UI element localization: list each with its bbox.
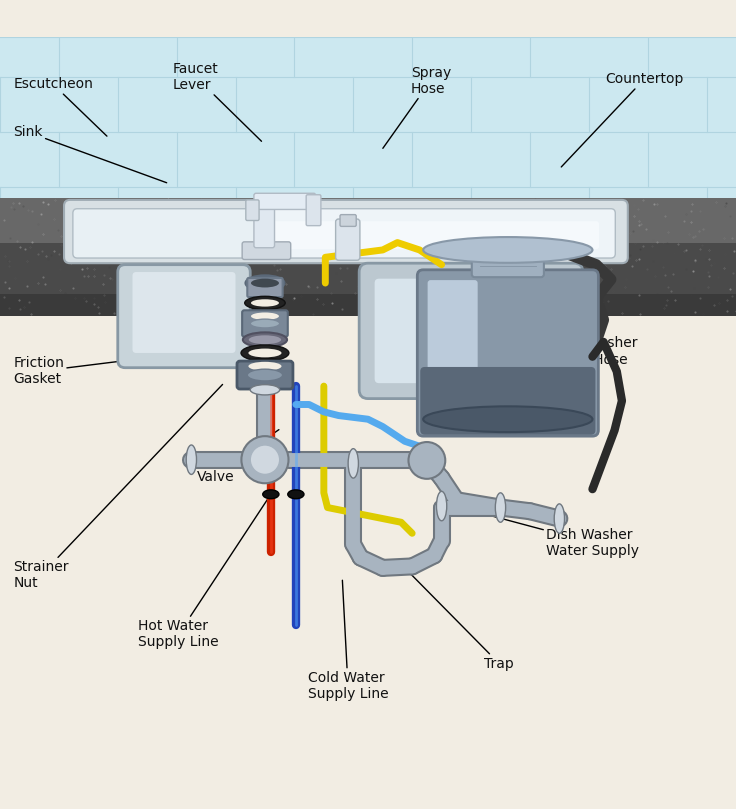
Ellipse shape xyxy=(244,310,285,323)
Ellipse shape xyxy=(423,237,592,263)
Ellipse shape xyxy=(241,345,289,361)
Ellipse shape xyxy=(186,445,197,474)
Circle shape xyxy=(241,436,289,483)
Ellipse shape xyxy=(248,362,281,371)
Ellipse shape xyxy=(422,445,432,474)
FancyBboxPatch shape xyxy=(242,242,291,260)
Text: Trap: Trap xyxy=(400,562,514,671)
FancyBboxPatch shape xyxy=(247,278,283,297)
Text: Faucet
Lever: Faucet Lever xyxy=(173,61,261,142)
Polygon shape xyxy=(0,243,736,294)
Ellipse shape xyxy=(554,504,565,533)
Text: Rubber
Gasket: Rubber Gasket xyxy=(13,281,241,315)
FancyBboxPatch shape xyxy=(417,270,598,436)
Ellipse shape xyxy=(249,335,281,344)
FancyBboxPatch shape xyxy=(375,278,567,383)
FancyBboxPatch shape xyxy=(64,200,628,263)
Ellipse shape xyxy=(251,312,279,320)
FancyBboxPatch shape xyxy=(118,265,250,368)
FancyBboxPatch shape xyxy=(340,214,356,227)
FancyBboxPatch shape xyxy=(246,200,259,221)
FancyBboxPatch shape xyxy=(132,272,236,353)
FancyBboxPatch shape xyxy=(359,263,583,399)
Polygon shape xyxy=(0,294,736,316)
FancyBboxPatch shape xyxy=(420,367,595,434)
Text: Escutcheon: Escutcheon xyxy=(13,78,107,136)
FancyBboxPatch shape xyxy=(242,311,288,337)
FancyBboxPatch shape xyxy=(306,195,321,226)
FancyBboxPatch shape xyxy=(336,219,360,260)
Text: Dish Washer
Water Supply: Dish Washer Water Supply xyxy=(458,506,639,558)
FancyBboxPatch shape xyxy=(269,221,599,249)
Text: Cold Water
Supply Line: Cold Water Supply Line xyxy=(308,580,389,701)
Text: Strainer
Flange: Strainer Flange xyxy=(13,205,262,287)
Ellipse shape xyxy=(348,449,358,478)
Ellipse shape xyxy=(436,491,447,521)
Text: Strainer
Nut: Strainer Nut xyxy=(13,384,222,591)
FancyBboxPatch shape xyxy=(237,361,293,389)
FancyBboxPatch shape xyxy=(261,209,615,258)
Text: Dish Washer
Drain Hose: Dish Washer Drain Hose xyxy=(551,337,637,371)
Ellipse shape xyxy=(288,490,304,498)
Text: Hot Water
Supply Line: Hot Water Supply Line xyxy=(138,497,269,650)
Ellipse shape xyxy=(250,319,280,328)
Ellipse shape xyxy=(250,455,280,466)
Ellipse shape xyxy=(423,406,592,432)
FancyBboxPatch shape xyxy=(254,193,316,210)
FancyBboxPatch shape xyxy=(428,280,478,426)
Text: Sink: Sink xyxy=(13,125,166,183)
Text: Countertop: Countertop xyxy=(562,72,683,167)
Text: Garbage
Disposer: Garbage Disposer xyxy=(553,222,658,277)
Ellipse shape xyxy=(251,278,279,287)
Ellipse shape xyxy=(251,299,279,307)
Text: Spray
Hose: Spray Hose xyxy=(383,66,451,148)
FancyBboxPatch shape xyxy=(0,243,736,773)
Ellipse shape xyxy=(263,490,279,498)
Text: Shutoff
Valve: Shutoff Valve xyxy=(197,430,279,485)
FancyBboxPatch shape xyxy=(254,199,275,248)
Ellipse shape xyxy=(495,493,506,523)
Ellipse shape xyxy=(248,349,281,358)
Ellipse shape xyxy=(246,276,284,290)
Circle shape xyxy=(408,442,445,479)
Ellipse shape xyxy=(250,384,280,395)
Text: Friction
Gasket: Friction Gasket xyxy=(13,347,231,387)
Ellipse shape xyxy=(244,296,285,310)
Polygon shape xyxy=(0,198,736,243)
FancyBboxPatch shape xyxy=(73,209,258,258)
FancyBboxPatch shape xyxy=(472,244,544,277)
Ellipse shape xyxy=(247,369,283,381)
Ellipse shape xyxy=(243,332,287,347)
Circle shape xyxy=(250,445,280,474)
Ellipse shape xyxy=(241,358,289,375)
FancyBboxPatch shape xyxy=(0,36,736,243)
